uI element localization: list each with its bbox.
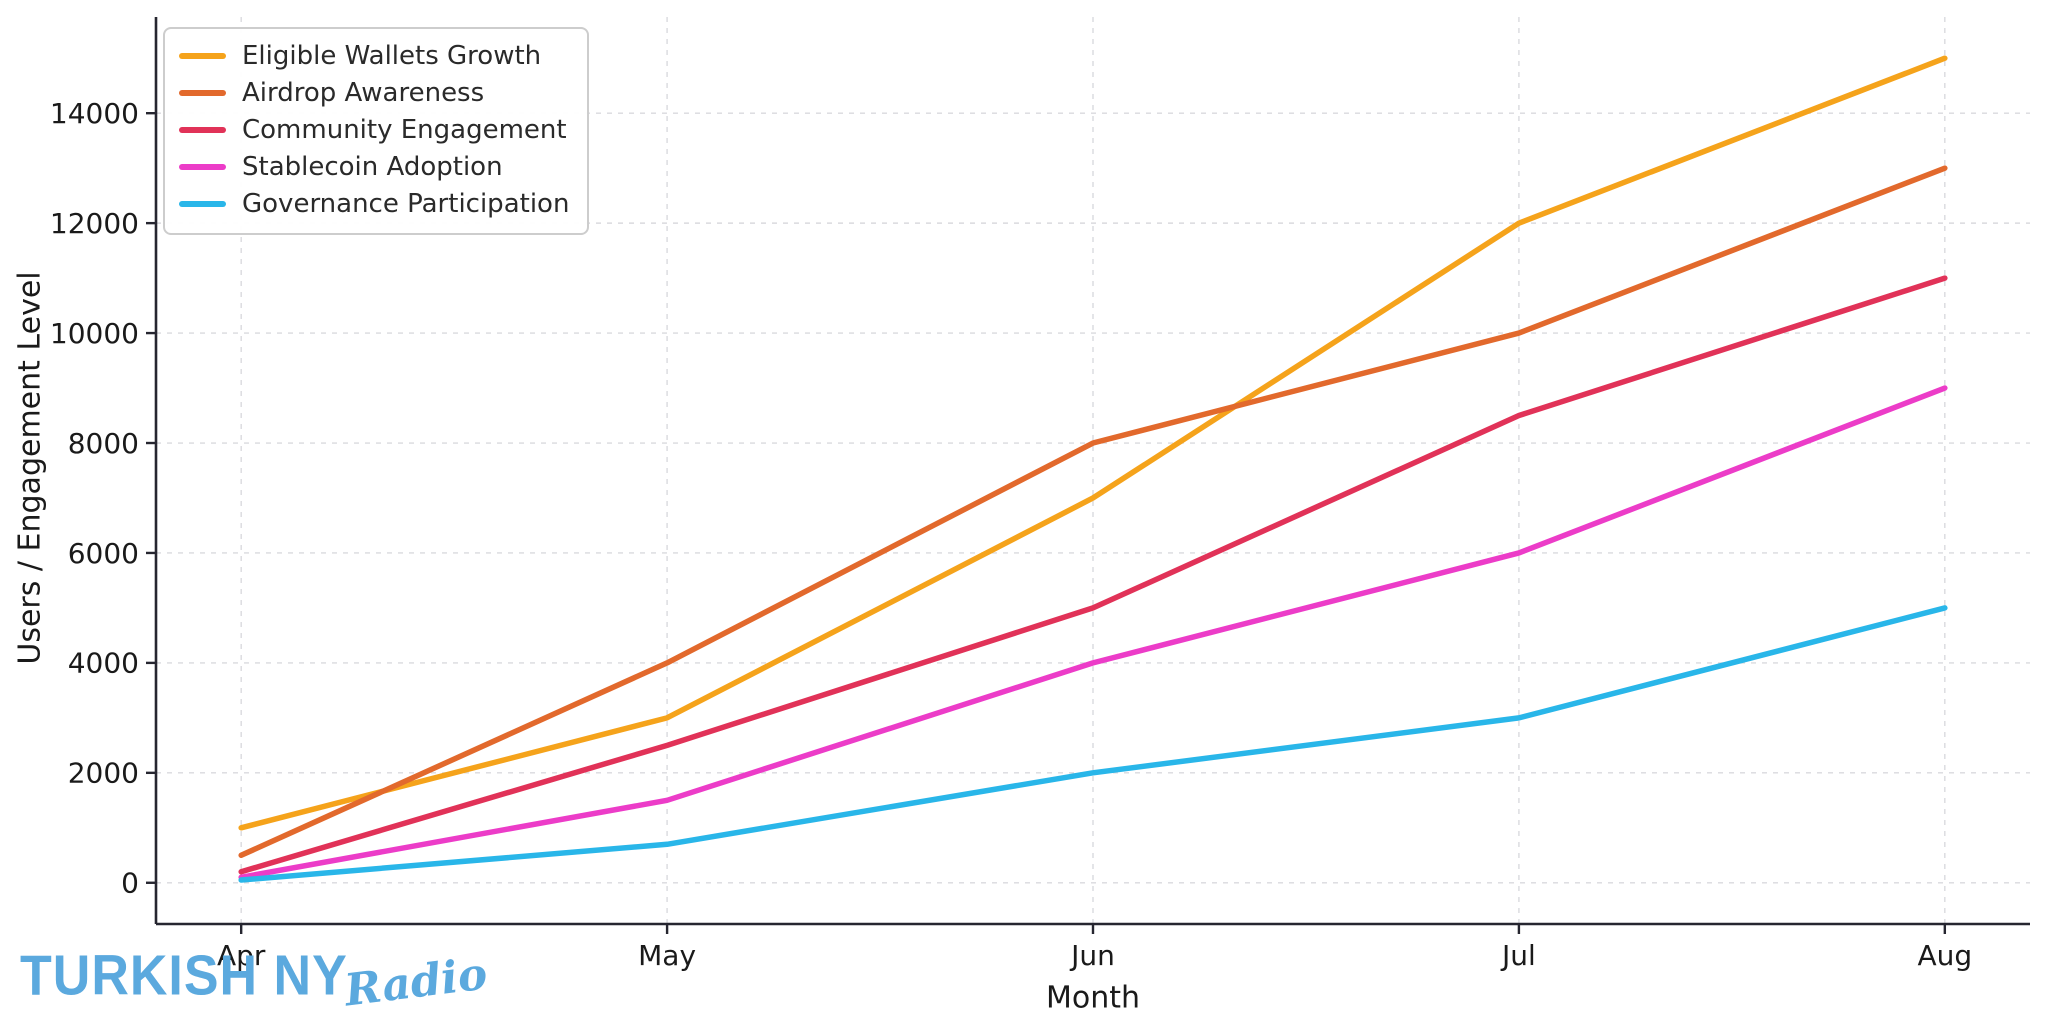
y-tick-label: 12000 (50, 207, 139, 240)
x-tick-label: Apr (217, 939, 266, 972)
legend-swatch (179, 90, 226, 96)
series-line-governance-participation (238, 605, 1948, 883)
legend-label: Community Engagement (242, 115, 567, 145)
legend-label: Airdrop Awareness (242, 78, 485, 108)
y-tick-label: 14000 (50, 97, 139, 130)
legend-swatch (179, 201, 226, 207)
legend-label: Stablecoin Adoption (242, 152, 503, 182)
y-tick-label: 4000 (68, 647, 139, 680)
series-line-airdrop-awareness (238, 165, 1948, 859)
brand-logo-wordmark: TURKISH NY (20, 944, 348, 1008)
legend-item: Stablecoin Adoption (179, 150, 569, 184)
legend-swatch (179, 53, 226, 59)
y-tick-label: 0 (121, 867, 139, 900)
series-line-eligible-wallets-growth (238, 55, 1948, 831)
x-tick-label: May (638, 939, 696, 972)
x-tick-label: Jul (1500, 939, 1536, 972)
x-axis-label: Month (1045, 980, 1141, 1016)
x-tick-label: Aug (1917, 939, 1972, 972)
y-tick-label: 2000 (68, 757, 139, 790)
brand-logo: TURKISH NYRadio (20, 944, 490, 1017)
legend-item: Governance Participation (179, 187, 569, 221)
chart-legend: Eligible Wallets Growth Airdrop Awareness… (163, 27, 590, 235)
y-tick-label: 8000 (68, 427, 139, 460)
legend-swatch (179, 164, 226, 170)
x-tick-label: Jun (1069, 939, 1115, 972)
y-tick-label: 6000 (68, 537, 139, 570)
legend-label: Eligible Wallets Growth (242, 41, 542, 71)
y-tick-label: 10000 (50, 317, 139, 350)
legend-item: Eligible Wallets Growth (179, 39, 569, 73)
legend-item: Community Engagement (179, 113, 569, 147)
series-line-stablecoin-adoption (238, 385, 1948, 881)
legend-item: Airdrop Awareness (179, 76, 569, 110)
legend-swatch (179, 127, 226, 133)
legend-label: Governance Participation (242, 189, 570, 219)
y-axis-label: Users / Engagement Level (12, 271, 48, 665)
series-line-community-engagement (238, 275, 1948, 875)
